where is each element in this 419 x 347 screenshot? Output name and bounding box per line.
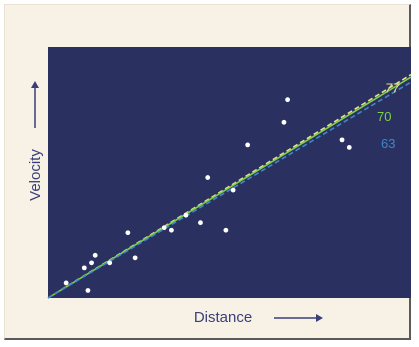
line-labels: 77 70 63	[377, 81, 400, 152]
data-point	[198, 220, 203, 226]
data-point	[205, 175, 211, 180]
x-axis-label: Distance	[194, 309, 252, 326]
data-point	[223, 227, 229, 233]
data-point	[169, 227, 174, 233]
data-point	[346, 145, 352, 150]
line-label-63: 63	[381, 136, 395, 151]
data-point	[245, 142, 251, 148]
data-point	[285, 97, 290, 103]
x-axis-arrow	[274, 314, 323, 322]
data-point	[339, 137, 345, 143]
plot-area	[48, 47, 411, 298]
line-label-70: 70	[377, 109, 391, 124]
data-point	[281, 119, 287, 125]
data-point	[107, 260, 113, 266]
data-point	[85, 288, 91, 293]
line-77	[47, 73, 412, 299]
y-axis-arrow	[31, 81, 39, 128]
data-points	[63, 97, 352, 293]
data-point	[81, 265, 87, 271]
line-label-77: 77	[385, 81, 400, 96]
data-point	[92, 252, 98, 258]
data-point	[161, 225, 167, 231]
data-point	[230, 187, 236, 193]
data-point	[89, 260, 94, 266]
data-point	[63, 280, 69, 286]
line-63	[47, 81, 412, 299]
data-point	[183, 212, 189, 218]
y-axis-label: Velocity	[27, 149, 44, 201]
data-point	[132, 255, 138, 261]
data-point	[125, 230, 131, 236]
